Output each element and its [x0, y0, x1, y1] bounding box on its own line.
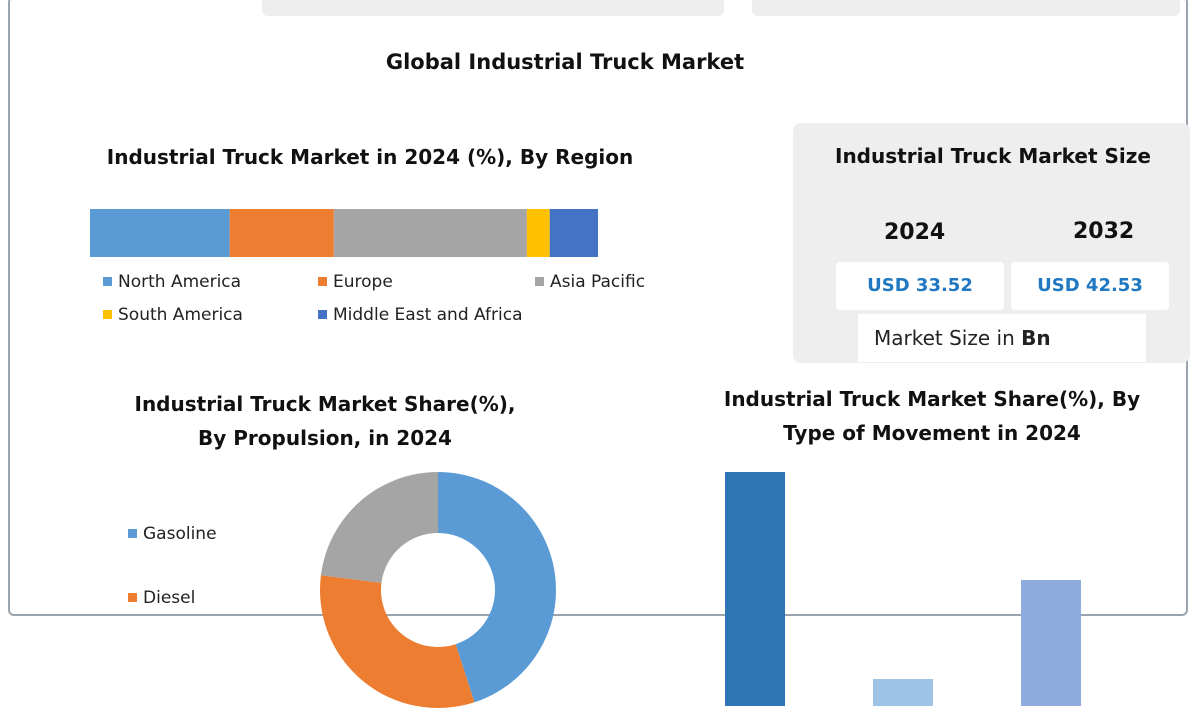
- region-segment-middle-east-and-africa: [549, 209, 598, 257]
- region-chart-title: Industrial Truck Market in 2024 (%), By …: [106, 145, 634, 169]
- main-title: Global Industrial Truck Market: [385, 50, 745, 74]
- legend-item-middle-east-and-africa: Middle East and Africa: [318, 305, 523, 325]
- propulsion-donut: [319, 472, 556, 708]
- note-unit: Bn: [1021, 326, 1051, 350]
- value-2024: USD 33.52: [836, 262, 1004, 310]
- donut-slice-other: [320, 472, 438, 583]
- region-stacked-bar: [90, 209, 598, 257]
- legend-label: Asia Pacific: [550, 272, 646, 292]
- legend-item-north-america: North America: [103, 272, 241, 292]
- legend-label: North America: [118, 272, 242, 292]
- movement-bar-chart: [725, 472, 1081, 706]
- legend-swatch: [103, 277, 112, 286]
- year-2032-label: 2032: [1073, 219, 1135, 244]
- region-segment-south-america: [526, 209, 550, 257]
- legend-swatch: [103, 310, 112, 319]
- legend-item-asia-pacific: Asia Pacific: [535, 272, 645, 292]
- propulsion-chart-title: Industrial Truck Market Share(%), By Pro…: [134, 392, 516, 450]
- legend-label: Gasoline: [143, 524, 217, 544]
- legend-label: Europe: [333, 272, 393, 292]
- movement-chart-title: Industrial Truck Market Share(%), By Typ…: [723, 387, 1141, 445]
- year-2024-label: 2024: [884, 220, 946, 245]
- top-card-left: [262, 0, 724, 16]
- donut-slice-diesel: [319, 575, 475, 708]
- top-card-right: [752, 0, 1180, 16]
- value-2032: USD 42.53: [1011, 262, 1169, 310]
- legend-swatch: [318, 310, 327, 319]
- legend-item-south-america: South America: [103, 305, 243, 325]
- region-segment-north-america: [90, 209, 230, 257]
- legend-item-europe: Europe: [318, 272, 393, 292]
- legend-label: South America: [118, 305, 243, 325]
- legend-label: Middle East and Africa: [333, 305, 523, 325]
- legend-item-gasoline: Gasoline: [128, 524, 217, 544]
- legend-swatch: [128, 529, 137, 538]
- market-size-note: Market Size in Bn: [858, 314, 1146, 362]
- legend-swatch: [128, 593, 137, 602]
- legend-swatch: [318, 277, 327, 286]
- region-segment-europe: [229, 209, 334, 257]
- legend-label: Diesel: [143, 588, 196, 608]
- movement-bar-3: [1021, 580, 1081, 706]
- region-segment-asia-pacific: [333, 209, 527, 257]
- movement-bar-2: [873, 679, 933, 706]
- legend-item-diesel: Diesel: [128, 588, 195, 608]
- movement-bar-1: [725, 472, 785, 706]
- note-prefix: Market Size in: [874, 326, 1022, 350]
- market-size-title: Industrial Truck Market Size: [835, 144, 1151, 168]
- legend-swatch: [535, 277, 544, 286]
